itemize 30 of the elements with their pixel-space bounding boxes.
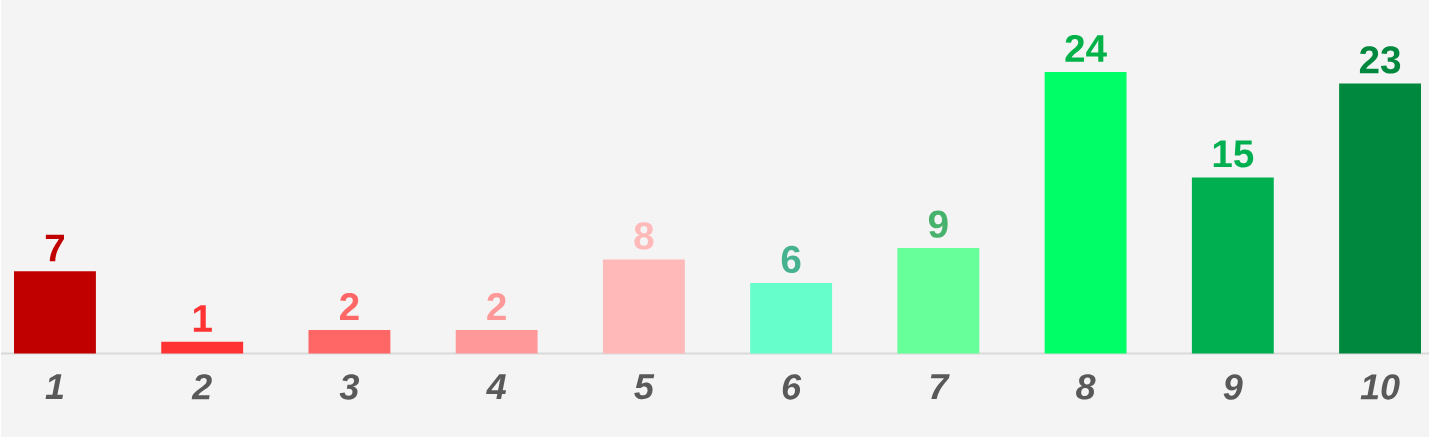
data-label: 15 bbox=[1213, 140, 1254, 168]
bar bbox=[750, 282, 833, 354]
x-tick-label: 4 bbox=[486, 373, 507, 399]
data-label: 2 bbox=[487, 292, 506, 320]
x-tick-label: 10 bbox=[1360, 373, 1400, 400]
bar bbox=[308, 329, 391, 354]
bar bbox=[1339, 83, 1421, 354]
x-tick-label: 3 bbox=[339, 373, 360, 400]
bar bbox=[14, 271, 96, 354]
data-label: 8 bbox=[634, 222, 654, 250]
bar bbox=[161, 341, 244, 354]
x-tick-label: 6 bbox=[782, 373, 802, 400]
data-label: 2 bbox=[340, 292, 359, 320]
x-tick-label: 8 bbox=[1076, 373, 1096, 400]
x-tick-label: 2 bbox=[191, 373, 212, 400]
bar bbox=[1044, 71, 1127, 354]
x-tick-label: 9 bbox=[1223, 373, 1243, 400]
bar bbox=[602, 259, 685, 354]
data-label: 7 bbox=[45, 234, 64, 262]
x-tick-label: 5 bbox=[634, 373, 655, 400]
x-tick-label: 7 bbox=[930, 373, 950, 399]
data-label: 23 bbox=[1359, 46, 1401, 74]
data-label: 24 bbox=[1065, 34, 1107, 62]
bar bbox=[455, 329, 538, 354]
x-tick-label: 1 bbox=[45, 373, 64, 399]
data-label: 1 bbox=[193, 304, 212, 332]
bar bbox=[897, 247, 980, 354]
bar bbox=[1191, 177, 1274, 354]
data-label: 9 bbox=[928, 210, 948, 238]
data-label: 6 bbox=[781, 245, 801, 273]
